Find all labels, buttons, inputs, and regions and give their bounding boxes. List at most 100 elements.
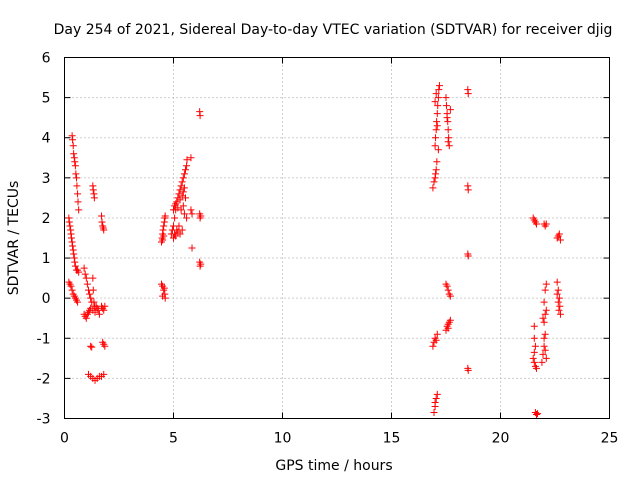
axis-tick-labels: 0 5 10 15 20 25 -3 -2 -1 0 1 2 3 4 5 6	[37, 51, 619, 447]
data-point	[188, 210, 196, 218]
data-point	[83, 280, 91, 288]
data-point	[196, 112, 204, 120]
x-tick-label: 5	[169, 431, 178, 447]
data-point	[69, 136, 77, 144]
data-point	[556, 236, 564, 244]
data-point	[70, 250, 78, 258]
data-point	[434, 102, 442, 110]
data-point	[176, 196, 184, 204]
data-point	[98, 212, 106, 220]
data-point	[432, 126, 440, 134]
data-point	[433, 390, 441, 398]
data-point	[187, 206, 195, 214]
data-point	[160, 232, 168, 240]
data-point	[90, 298, 98, 306]
data-point	[179, 188, 187, 196]
data-point	[181, 166, 189, 174]
data-point	[75, 206, 83, 214]
data-point	[433, 122, 441, 130]
data-point	[89, 274, 97, 282]
x-tick-label: 0	[60, 431, 69, 447]
data-point	[434, 146, 442, 154]
data-point	[444, 126, 452, 134]
x-axis-label: GPS time / hours	[275, 458, 392, 474]
data-point	[71, 162, 79, 170]
data-point	[160, 284, 168, 292]
data-point	[541, 286, 549, 294]
data-point	[81, 270, 89, 278]
data-points	[65, 82, 564, 418]
data-point	[161, 212, 169, 220]
y-tick-label: -2	[37, 371, 51, 387]
data-point	[178, 178, 186, 186]
data-point	[443, 282, 451, 290]
data-point	[72, 174, 80, 182]
data-point	[530, 348, 538, 356]
data-point	[90, 194, 98, 202]
data-point	[197, 212, 205, 220]
data-point	[88, 343, 96, 351]
data-point	[542, 220, 550, 228]
data-point	[433, 110, 441, 118]
x-tick-label: 15	[383, 431, 401, 447]
data-point	[529, 354, 537, 362]
data-point	[431, 142, 439, 150]
data-point	[435, 82, 443, 90]
y-tick-label: 0	[42, 291, 51, 307]
data-point	[553, 290, 561, 298]
data-point	[159, 226, 167, 234]
data-point	[175, 222, 183, 230]
data-point	[446, 292, 454, 300]
data-point	[432, 166, 440, 174]
data-point	[183, 156, 191, 164]
data-point	[446, 106, 454, 114]
data-point	[433, 158, 441, 166]
data-point	[444, 286, 452, 294]
data-point	[532, 364, 540, 372]
y-tick-label: 6	[42, 51, 51, 67]
data-point	[531, 342, 539, 350]
plot-frame	[64, 57, 610, 419]
data-point	[554, 286, 562, 294]
y-tick-label: 2	[42, 211, 51, 227]
data-point	[74, 190, 82, 198]
data-point	[444, 138, 452, 146]
x-tick-label: 10	[274, 431, 292, 447]
data-point	[530, 322, 538, 330]
data-point	[87, 342, 95, 350]
data-point	[432, 90, 440, 98]
data-point	[541, 330, 549, 338]
data-point	[556, 310, 564, 318]
data-point	[445, 142, 453, 150]
data-point	[530, 334, 538, 342]
data-point	[556, 302, 564, 310]
y-tick-label: 3	[42, 171, 51, 187]
data-point	[100, 226, 108, 234]
data-point	[72, 170, 80, 178]
data-point	[179, 174, 187, 182]
data-point	[86, 290, 94, 298]
data-point	[187, 154, 195, 162]
y-tick-label: 4	[42, 131, 51, 147]
data-point	[75, 268, 83, 276]
data-point	[431, 398, 439, 406]
data-point	[170, 206, 177, 214]
data-point	[539, 350, 547, 358]
data-point	[555, 294, 563, 302]
data-point	[539, 314, 547, 322]
data-point	[553, 278, 561, 286]
data-point	[555, 306, 563, 314]
data-point	[446, 316, 454, 324]
data-point	[532, 410, 540, 418]
data-point	[429, 342, 437, 350]
data-point	[98, 218, 106, 226]
data-point	[542, 280, 550, 288]
y-axis-label: SDTVAR / TECUs	[6, 181, 22, 296]
data-point	[65, 218, 73, 226]
chart-title: Day 254 of 2021, Sidereal Day-to-day VTE…	[54, 22, 613, 38]
data-point	[180, 184, 188, 192]
data-point	[433, 330, 441, 338]
data-point	[532, 220, 540, 228]
data-point	[432, 134, 440, 142]
data-point	[70, 150, 78, 158]
